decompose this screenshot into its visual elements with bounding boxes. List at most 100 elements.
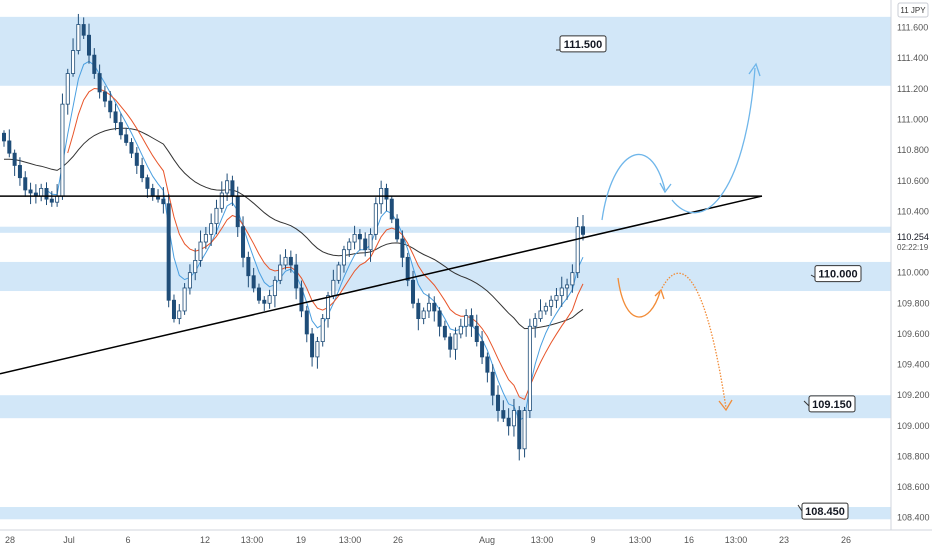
candle-body — [45, 188, 48, 199]
price-tick-label: 108.600 — [897, 482, 930, 492]
candle-body — [247, 257, 250, 275]
candle-body — [61, 104, 64, 196]
indicator-lines — [4, 61, 583, 420]
time-tick-label: 28 — [5, 535, 15, 545]
candle-body — [40, 188, 43, 196]
candle-body — [581, 227, 584, 235]
candle-body — [438, 311, 441, 326]
candle-body — [411, 280, 414, 303]
price-tick-label: 110.600 — [897, 176, 929, 186]
candle-body — [151, 188, 154, 196]
candle-body — [172, 300, 175, 318]
candle-body — [210, 224, 213, 235]
candle-body — [491, 372, 494, 395]
candle-body — [480, 342, 483, 357]
support-resistance-zones — [0, 17, 891, 519]
symbol-badge-label: 11 JPY — [900, 6, 926, 15]
candle-body — [342, 250, 345, 265]
current-price-value: 110.254 — [897, 232, 929, 242]
time-tick-label: 13:00 — [339, 535, 362, 545]
bullish-projection-curve-2 — [672, 68, 755, 213]
time-tick-label: Jul — [63, 535, 75, 545]
candle-body — [188, 273, 191, 288]
symbol-badge[interactable]: 11 JPY — [898, 3, 928, 17]
candle-body — [523, 411, 526, 449]
candle-body — [103, 92, 106, 101]
candle-body — [539, 311, 542, 319]
candle-body — [433, 303, 436, 311]
candle-body — [194, 260, 197, 272]
candle-body — [326, 296, 329, 319]
candle-body — [135, 153, 138, 165]
callout-label: 110.000 — [818, 269, 857, 281]
time-tick-label: 6 — [125, 535, 130, 545]
candle-body — [385, 188, 388, 199]
time-tick-label: 16 — [684, 535, 694, 545]
candle-body — [321, 319, 324, 342]
candle-body — [316, 342, 319, 357]
price-tick-label: 109.000 — [897, 421, 930, 431]
candle-body — [422, 311, 425, 319]
candle-body — [512, 411, 515, 426]
time-tick-label: 19 — [296, 535, 306, 545]
price-zone — [0, 227, 891, 233]
candle-body — [555, 296, 558, 301]
candle-body — [560, 288, 563, 296]
candle-body — [71, 51, 74, 74]
fast-moving-average — [47, 61, 584, 420]
bearish-projection-curve-2 — [662, 273, 726, 408]
candle-body — [279, 265, 282, 280]
candle-body — [295, 265, 298, 288]
candle-body — [268, 296, 271, 304]
candle-body — [273, 280, 276, 295]
candle-body — [374, 204, 377, 235]
candle-body — [470, 316, 473, 327]
candle-body — [50, 199, 53, 202]
candle-body — [395, 219, 398, 239]
candle-body — [417, 303, 420, 318]
candle-body — [443, 326, 446, 337]
candle-body — [204, 234, 207, 242]
candle-body — [18, 165, 21, 177]
candle-body — [66, 74, 69, 105]
candle-body — [305, 311, 308, 334]
price-tick-label: 109.200 — [897, 390, 930, 400]
candle-body — [369, 234, 372, 249]
bullish-projection-curve-1 — [602, 154, 665, 220]
candle-body — [332, 280, 335, 295]
candle-body — [87, 35, 90, 55]
price-axis[interactable]: 111.600111.400111.200111.000110.800110.6… — [891, 0, 932, 530]
candle-body — [119, 123, 122, 135]
candle-body — [571, 273, 574, 285]
time-tick-label: 26 — [841, 535, 851, 545]
candle-body — [486, 357, 489, 372]
candle-body — [130, 142, 133, 153]
candle-body — [236, 196, 239, 227]
candle-body — [141, 165, 144, 177]
price-zone — [0, 507, 891, 519]
candle-body — [241, 227, 244, 258]
candle-body — [449, 337, 452, 349]
candle-body — [465, 316, 468, 327]
candle-body — [550, 300, 553, 306]
candle-body — [406, 257, 409, 280]
candle-body — [13, 153, 16, 165]
time-tick-label: 13:00 — [241, 535, 264, 545]
candle-body — [183, 288, 186, 311]
candle-body — [353, 234, 356, 242]
candle-body — [93, 55, 96, 73]
price-tick-label: 110.400 — [897, 206, 929, 216]
price-tick-label: 111.400 — [897, 53, 928, 63]
candle-body — [518, 411, 521, 449]
candle-body — [284, 257, 287, 265]
current-price-countdown: 02:22:19 — [897, 243, 929, 252]
candle-body — [2, 133, 5, 141]
candle-body — [358, 234, 361, 239]
candle-body — [29, 190, 32, 193]
time-tick-label: 13:00 — [725, 535, 748, 545]
candle-body — [401, 239, 404, 257]
time-tick-label: 9 — [590, 535, 595, 545]
candle-body — [475, 326, 478, 341]
